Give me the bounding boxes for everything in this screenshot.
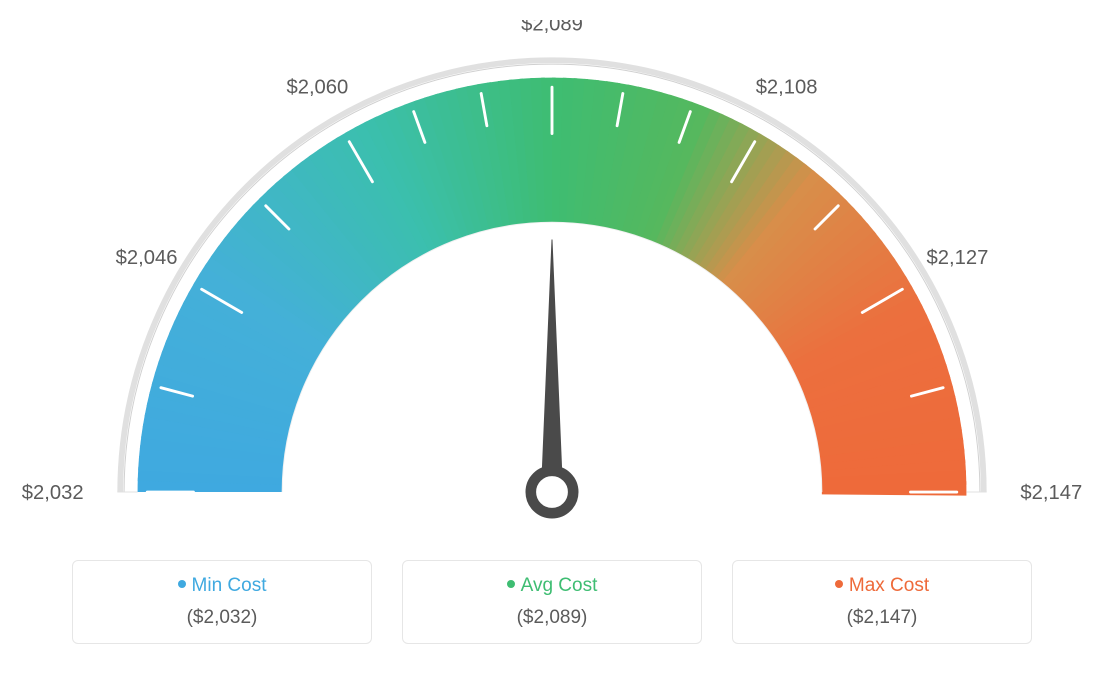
gauge-tick-label: $2,060	[286, 76, 348, 98]
legend-box-min: Min Cost ($2,032)	[72, 560, 372, 644]
gauge-tick-label: $2,046	[116, 247, 178, 269]
legend-box-avg: Avg Cost ($2,089)	[402, 560, 702, 644]
gauge-tick-label: $2,032	[22, 482, 84, 504]
legend-title-min: Min Cost	[101, 575, 343, 597]
gauge-svg: $2,032 $2,046 $2,060 $2,089 $2,108 $2,127 $2,1…	[20, 20, 1084, 540]
legend-dot-avg	[507, 580, 515, 588]
legend-dot-max	[835, 580, 843, 588]
gauge-tick-label: $2,127	[926, 247, 988, 269]
legend-box-max: Max Cost ($2,147)	[732, 560, 1032, 644]
gauge-tick-label: $2,089	[521, 20, 583, 35]
legend-title-avg: Avg Cost	[431, 575, 673, 597]
gauge-needle-hub	[531, 471, 573, 513]
legend-row: Min Cost ($2,032) Avg Cost ($2,089) Max Cost…	[20, 560, 1084, 644]
gauge-needle	[541, 240, 562, 493]
legend-value-max: ($2,147)	[761, 607, 1003, 629]
legend-value-avg: ($2,089)	[431, 607, 673, 629]
legend-label-max: Max Cost	[849, 575, 929, 596]
gauge-chart: $2,032 $2,046 $2,060 $2,089 $2,108 $2,127 $2,1…	[20, 20, 1084, 540]
legend-value-min: ($2,032)	[101, 607, 343, 629]
legend-title-max: Max Cost	[761, 575, 1003, 597]
legend-dot-min	[178, 580, 186, 588]
gauge-tick-label: $2,147	[1020, 482, 1082, 504]
legend-label-avg: Avg Cost	[521, 575, 598, 596]
legend-label-min: Min Cost	[192, 575, 267, 596]
gauge-tick-label: $2,108	[756, 76, 818, 98]
